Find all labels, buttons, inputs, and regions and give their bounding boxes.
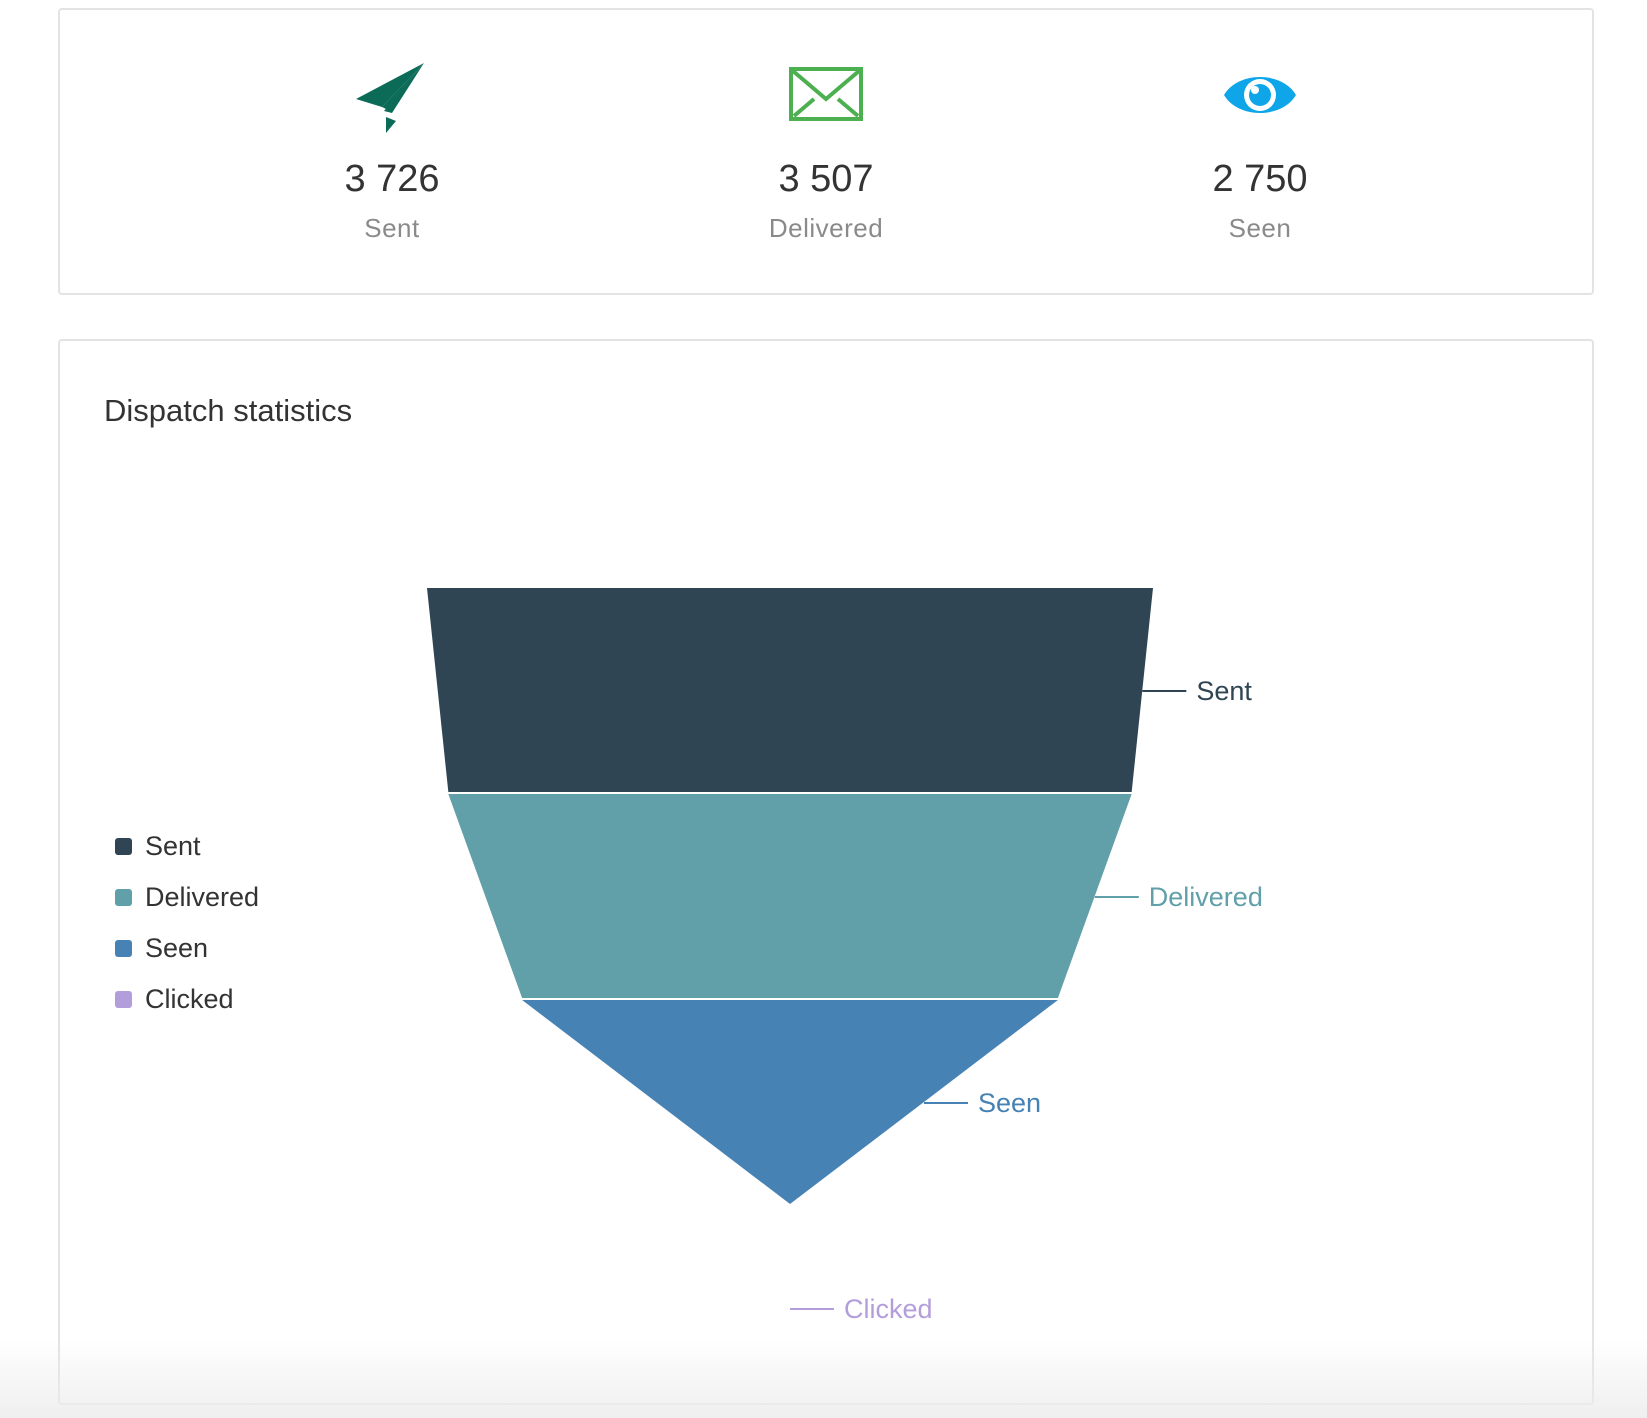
stat-value: 3 507	[778, 158, 874, 200]
funnel-segment-seen[interactable]	[522, 1000, 1058, 1204]
funnel-chart: Sent Delivered Seen Clicked	[427, 588, 1263, 1324]
legend-label: Sent	[145, 831, 201, 861]
legend-swatch	[115, 889, 132, 906]
chart-title: Dispatch statistics	[104, 393, 353, 428]
legend-item-delivered[interactable]: Delivered	[115, 872, 259, 923]
stat-label: Delivered	[768, 213, 884, 243]
funnel-label-clicked: Clicked	[844, 1294, 933, 1324]
legend-swatch	[115, 838, 132, 855]
funnel-label-sent: Sent	[1196, 676, 1252, 706]
stat-value: 2 750	[1212, 158, 1308, 200]
legend-label: Seen	[145, 933, 209, 963]
legend-label: Delivered	[145, 882, 260, 912]
stat-label: Sent	[364, 213, 420, 243]
chart-card: Dispatch statistics Sent Delivered Seen Cli…	[58, 339, 1594, 1405]
stat-sent: 3 726 Sent	[192, 10, 592, 297]
envelope-icon	[789, 67, 863, 121]
legend-item-seen[interactable]: Seen	[115, 923, 259, 974]
legend-label: Clicked	[145, 984, 234, 1014]
paper-plane-icon	[356, 63, 424, 133]
legend-item-sent[interactable]: Sent	[115, 821, 259, 872]
eye-icon	[1224, 77, 1296, 113]
legend-item-clicked[interactable]: Clicked	[115, 974, 259, 1025]
stat-label: Seen	[1228, 213, 1292, 243]
stat-seen: 2 750 Seen	[1060, 10, 1460, 297]
funnel-segment-sent[interactable]	[427, 588, 1153, 792]
funnel-label-seen: Seen	[978, 1088, 1041, 1118]
stat-value: 3 726	[344, 158, 440, 200]
funnel-segment-delivered[interactable]	[448, 794, 1132, 998]
chart-legend: Sent Delivered Seen Clicked	[115, 821, 259, 1025]
summary-card: 3 726 Sent 3 507 Delivered 2 750 Seen	[58, 8, 1594, 295]
funnel-label-delivered: Delivered	[1149, 882, 1263, 912]
legend-swatch	[115, 940, 132, 957]
legend-swatch	[115, 991, 132, 1008]
stat-delivered: 3 507 Delivered	[626, 10, 1026, 297]
